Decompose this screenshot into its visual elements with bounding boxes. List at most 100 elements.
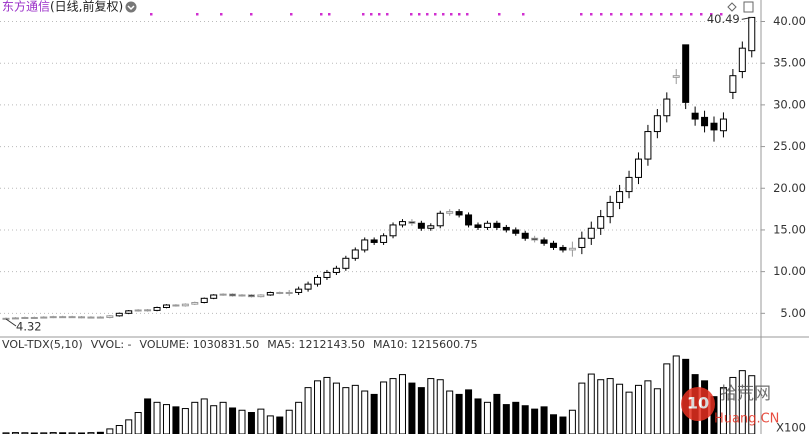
y-tick-label: 35.00 [773,56,806,70]
candle-body [229,293,237,297]
candle-body [153,306,161,311]
volume-bar [625,391,633,434]
event-dot [196,13,199,16]
icon-box[interactable] [743,1,754,13]
volume-bar [738,370,746,434]
volume-bar [238,409,246,434]
volume-bar [710,396,718,434]
volume-bar [210,405,218,434]
event-dot [498,13,501,16]
event-dot [660,13,663,16]
candle-body [474,224,482,228]
event-dot [640,13,643,16]
volume-bar [521,405,529,434]
volume-bar [304,387,312,434]
event-dot [600,13,603,16]
min-pointer [5,318,17,327]
candle-body [512,229,520,234]
candle-body [59,316,67,319]
candle-body [568,247,576,251]
icon-diamond[interactable] [727,2,737,12]
volume-unit: X100 [776,421,806,434]
event-dot [670,13,673,16]
event-dot [650,13,653,16]
candle-body [285,291,293,294]
event-dot [450,13,453,16]
y-tick-label: 10.00 [773,264,806,278]
candle-body [266,291,274,296]
candle-body [701,116,709,127]
candle-body [257,294,265,298]
volume-bar [342,387,350,434]
event-dot [320,13,323,16]
candle-body [729,75,737,93]
volume-bar [606,378,614,434]
volume-bar [616,383,624,434]
candle-body [398,221,406,226]
candle-body [342,257,350,269]
volume-bar [587,373,595,434]
candle-body [210,294,218,299]
candle-body [663,98,671,117]
event-dot [370,13,373,16]
event-dot [250,13,253,16]
y-tick-label: 40.00 [773,14,806,28]
event-dot [458,13,461,16]
candle-body [106,315,114,318]
volume-bar [417,387,425,434]
candle-body [653,115,661,133]
volume-bar [49,432,57,434]
volume-bar [597,379,605,434]
volume-bar [332,382,340,434]
candle-body [502,226,510,231]
volume-bar [351,384,359,434]
event-dot [522,13,525,16]
candle-body [87,316,95,319]
candle-body [606,201,614,218]
event-dot [150,13,153,16]
candle-body [559,246,567,251]
event-dot [466,13,469,16]
volume-bar [370,393,378,434]
volume-bar [502,404,510,434]
volume-bar [11,432,19,434]
candle-body [361,239,369,251]
candle-body [427,225,435,229]
watermark: 10 拾荒网 Huang.CN [681,384,779,427]
volume-bar [531,408,539,434]
watermark-logo [681,387,715,421]
volume-bar [295,401,303,434]
candle-body [332,267,340,273]
candle-body [446,211,454,214]
candle-body [191,301,199,305]
volume-bar [257,408,265,434]
volume-bar [172,406,180,434]
candle-body [578,237,586,248]
watermark-logo-text: 10 [687,394,709,413]
event-dot [620,13,623,16]
candle-body [49,316,57,319]
volume-bar [455,393,463,434]
volume-bar [191,401,199,434]
candle-body [483,222,491,228]
candle-body [21,316,29,319]
y-tick-label: 25.00 [773,139,806,153]
candle-body [672,75,680,78]
volume-bar [125,419,133,434]
volume-bar [436,379,444,434]
candle-body [455,211,463,216]
volume-bar [748,375,756,434]
menu-chevron [127,5,135,11]
candle-body [738,47,746,73]
volume-bar [578,382,586,434]
candle-body [417,222,425,229]
volume-bar [493,393,501,434]
event-dot [434,13,437,16]
volume-bar [181,408,189,434]
menu-icon[interactable] [125,1,137,13]
volume-bar [540,406,548,434]
candle-body [682,44,690,103]
volume-bar [229,407,237,434]
candle-body [389,224,397,237]
volume-bar [512,401,520,434]
